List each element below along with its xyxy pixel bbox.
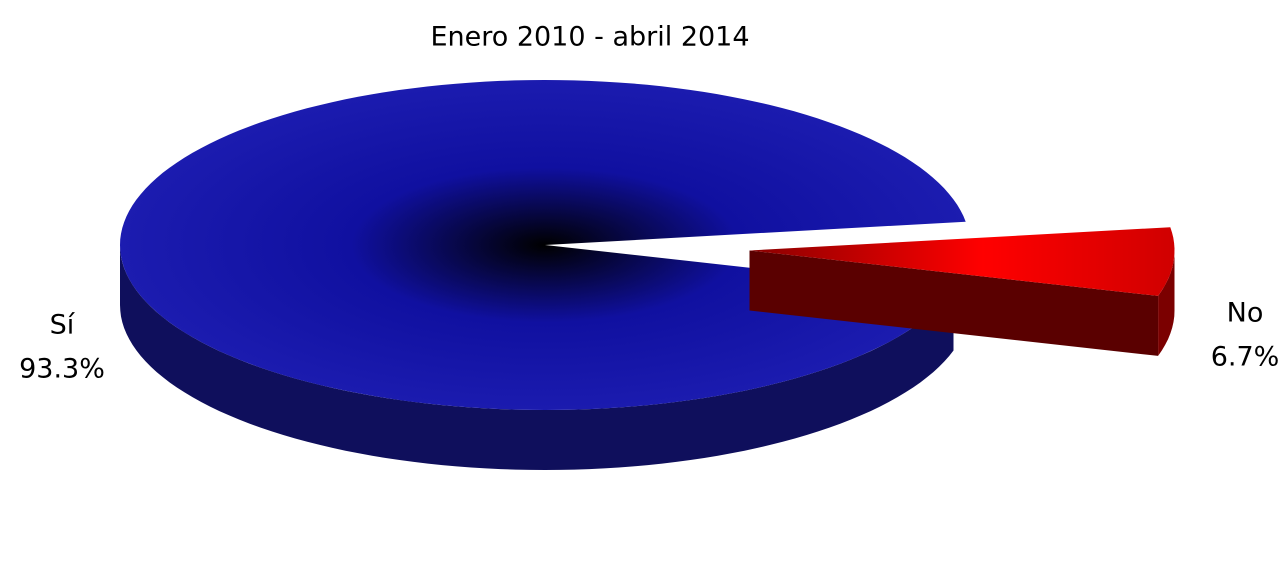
slice-side [120, 245, 954, 470]
slice-value-label: 6.7% [1211, 342, 1280, 373]
slice-label: Sí [50, 310, 76, 341]
slice [749, 227, 1175, 296]
slice [120, 80, 966, 410]
slice-side [1158, 250, 1175, 356]
slice-label: No [1227, 298, 1264, 329]
slice-face [749, 250, 1159, 356]
slice-value-label: 93.3% [19, 354, 105, 385]
chart-title: Enero 2010 - abril 2014 [430, 22, 749, 53]
pie [120, 80, 1175, 470]
